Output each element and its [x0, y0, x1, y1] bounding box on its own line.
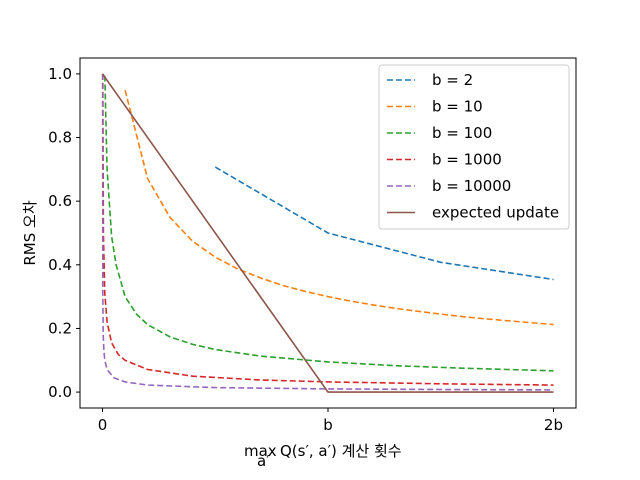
series-line-3: [102, 73, 554, 386]
series-line-0: [214, 166, 554, 281]
x-axis-label-subscript: a′: [257, 452, 270, 470]
x-tick-label: 2b: [544, 416, 563, 434]
y-tick-label: 0.8: [48, 129, 72, 147]
legend-label-1: b = 10: [432, 98, 483, 116]
x-tick-label: b: [323, 416, 333, 434]
legend-label-2: b = 100: [432, 124, 492, 142]
x-tick-label: 0: [98, 416, 108, 434]
x-axis: 0 b 2b: [98, 408, 563, 434]
y-tick-label: 0.6: [48, 192, 72, 210]
x-axis-label: Q(s′, a′) 계산 횟수: [280, 442, 402, 460]
legend-box: [378, 64, 570, 230]
y-tick-label: 0.2: [48, 319, 72, 337]
legend-label-0: b = 2: [432, 71, 473, 89]
y-tick-label: 1.0: [48, 65, 72, 83]
y-tick-label: 0.0: [48, 383, 72, 401]
legend-label-5: expected update: [432, 204, 559, 222]
y-axis-label: RMS 오차: [21, 200, 39, 265]
series-line-5: [101, 73, 554, 393]
series-line-4: [101, 73, 554, 391]
y-tick-label: 0.4: [48, 256, 72, 274]
legend: b = 2 b = 10 b = 100 b = 1000 b = 10000 expec…: [378, 64, 570, 230]
x-axis-label-max: max: [244, 442, 277, 460]
plot-lines: [101, 73, 554, 393]
y-axis: 0.0 0.2 0.4 0.6 0.8 1.0: [48, 65, 80, 401]
series-line-1: [124, 89, 554, 326]
series-line-2: [104, 75, 554, 372]
legend-label-3: b = 1000: [432, 151, 502, 169]
legend-label-4: b = 10000: [432, 177, 511, 195]
